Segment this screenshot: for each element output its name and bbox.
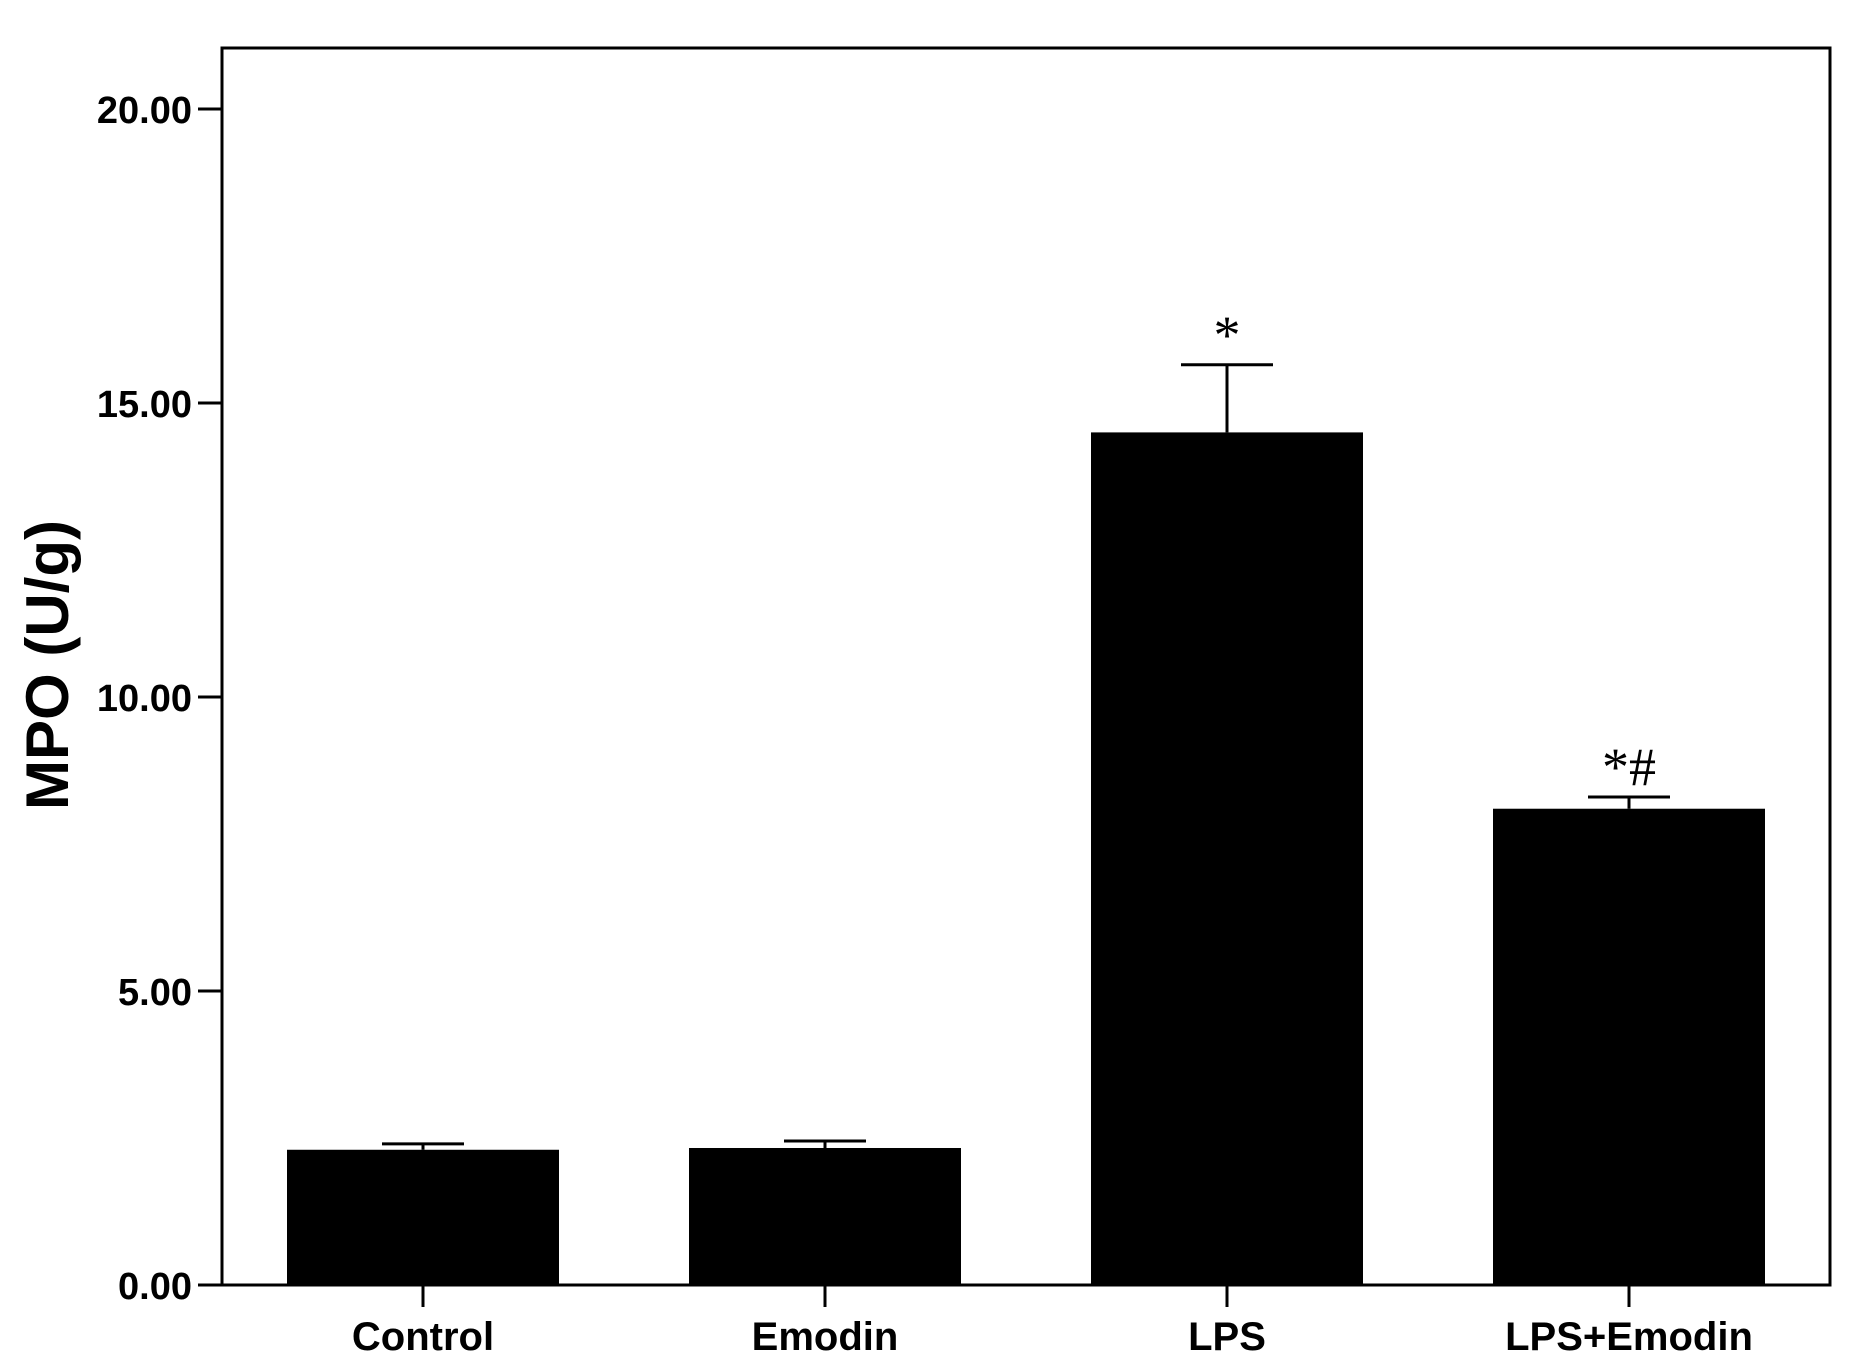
bar bbox=[689, 1147, 961, 1285]
bars-group: * *# bbox=[287, 305, 1765, 1285]
significance-label: *# bbox=[1602, 737, 1656, 797]
y-tick-label: 0.00 bbox=[118, 1266, 192, 1308]
x-tick-label: LPS bbox=[1188, 1315, 1266, 1359]
y-tick-label: 15.00 bbox=[97, 384, 192, 426]
y-axis: 0.00 5.00 10.00 15.00 20.00 bbox=[97, 90, 222, 1308]
bar bbox=[1493, 808, 1765, 1285]
y-tick-label: 10.00 bbox=[97, 678, 192, 720]
x-tick-label: Control bbox=[352, 1315, 494, 1359]
y-tick-label: 5.00 bbox=[118, 972, 192, 1014]
x-tick-label: Emodin bbox=[752, 1315, 899, 1359]
y-tick-label: 20.00 bbox=[97, 90, 192, 132]
x-axis: Control Emodin LPS LPS+Emodin bbox=[352, 1285, 1753, 1359]
y-axis-title: MPO (U/g) bbox=[14, 520, 81, 810]
significance-label: * bbox=[1214, 305, 1241, 365]
bar bbox=[1091, 432, 1363, 1285]
x-tick-label: LPS+Emodin bbox=[1505, 1315, 1753, 1359]
bar bbox=[287, 1149, 559, 1285]
